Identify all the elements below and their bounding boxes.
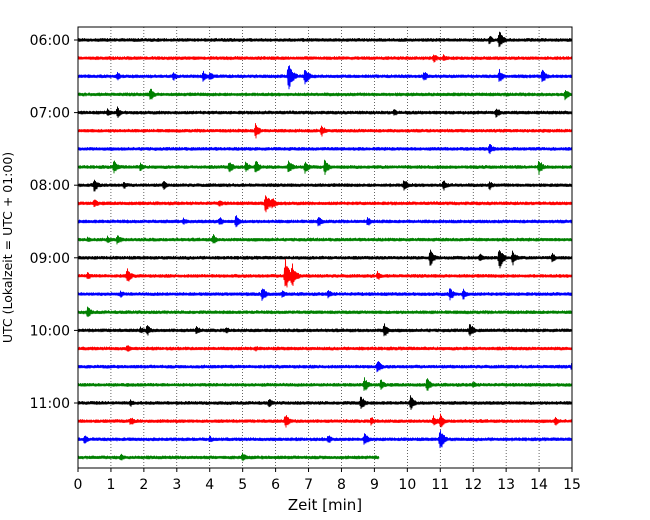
x-tick-label: 15: [563, 477, 581, 493]
x-axis-ticks: 0 1 2 3 4 5 6 7 8 9 10 11 12 13 14 15: [74, 468, 581, 493]
x-tick-label: 3: [172, 477, 181, 493]
y-tick-label: 07:00: [30, 106, 70, 122]
trace-line: [77, 395, 573, 410]
trace-line: [77, 88, 573, 101]
x-tick-label: 6: [271, 477, 280, 493]
trace-line: [77, 54, 573, 63]
trace-line: [77, 323, 573, 337]
y-axis-ticks: 06:00 07:00 08:00 09:00 10:00 11:00: [30, 33, 78, 412]
plot-frame: [77, 26, 573, 469]
y-tick-label: 08:00: [30, 178, 70, 194]
y-tick-label: 06:00: [30, 33, 70, 49]
x-tick-label: 14: [530, 477, 548, 493]
x-tick-label: 4: [205, 477, 214, 493]
trace-line: [77, 179, 573, 192]
trace-line: [77, 306, 573, 318]
x-tick-label: 7: [304, 477, 313, 493]
trace-line: [77, 65, 573, 90]
x-axis-label: Zeit [min]: [288, 496, 362, 514]
x-tick-label: 1: [106, 477, 115, 493]
trace-line: [77, 106, 573, 119]
x-tick-label: 11: [431, 477, 449, 493]
trace-line: [77, 249, 573, 269]
trace-line: [77, 31, 573, 48]
seismogram-traces: [77, 31, 573, 462]
x-tick-label: 2: [139, 477, 148, 493]
x-tick-label: 0: [74, 477, 83, 493]
trace-line: [77, 123, 573, 139]
trace-line: [77, 377, 573, 391]
x-tick-label: 10: [398, 477, 416, 493]
x-tick-label: 8: [337, 477, 346, 493]
trace-line: [77, 413, 573, 428]
trace-line: [77, 452, 380, 462]
trace-line: [77, 195, 573, 213]
y-tick-label: 10:00: [30, 323, 70, 339]
trace-line: [77, 288, 573, 301]
trace-line: [77, 361, 573, 373]
y-tick-label: 11:00: [30, 396, 70, 412]
y-axis-label: UTC (Lokalzeit = UTC + 01:00): [0, 152, 15, 343]
trace-line: [77, 215, 573, 228]
x-tick-label: 12: [464, 477, 482, 493]
x-tick-label: 9: [370, 477, 379, 493]
x-tick-label: 5: [238, 477, 247, 493]
x-tick-label: 13: [497, 477, 515, 493]
trace-line: [77, 159, 573, 176]
trace-line: [77, 234, 573, 245]
trace-line: [77, 345, 573, 352]
trace-line: [77, 430, 573, 449]
y-tick-label: 09:00: [30, 251, 70, 267]
trace-line: [77, 143, 573, 155]
trace-line: [77, 258, 573, 288]
